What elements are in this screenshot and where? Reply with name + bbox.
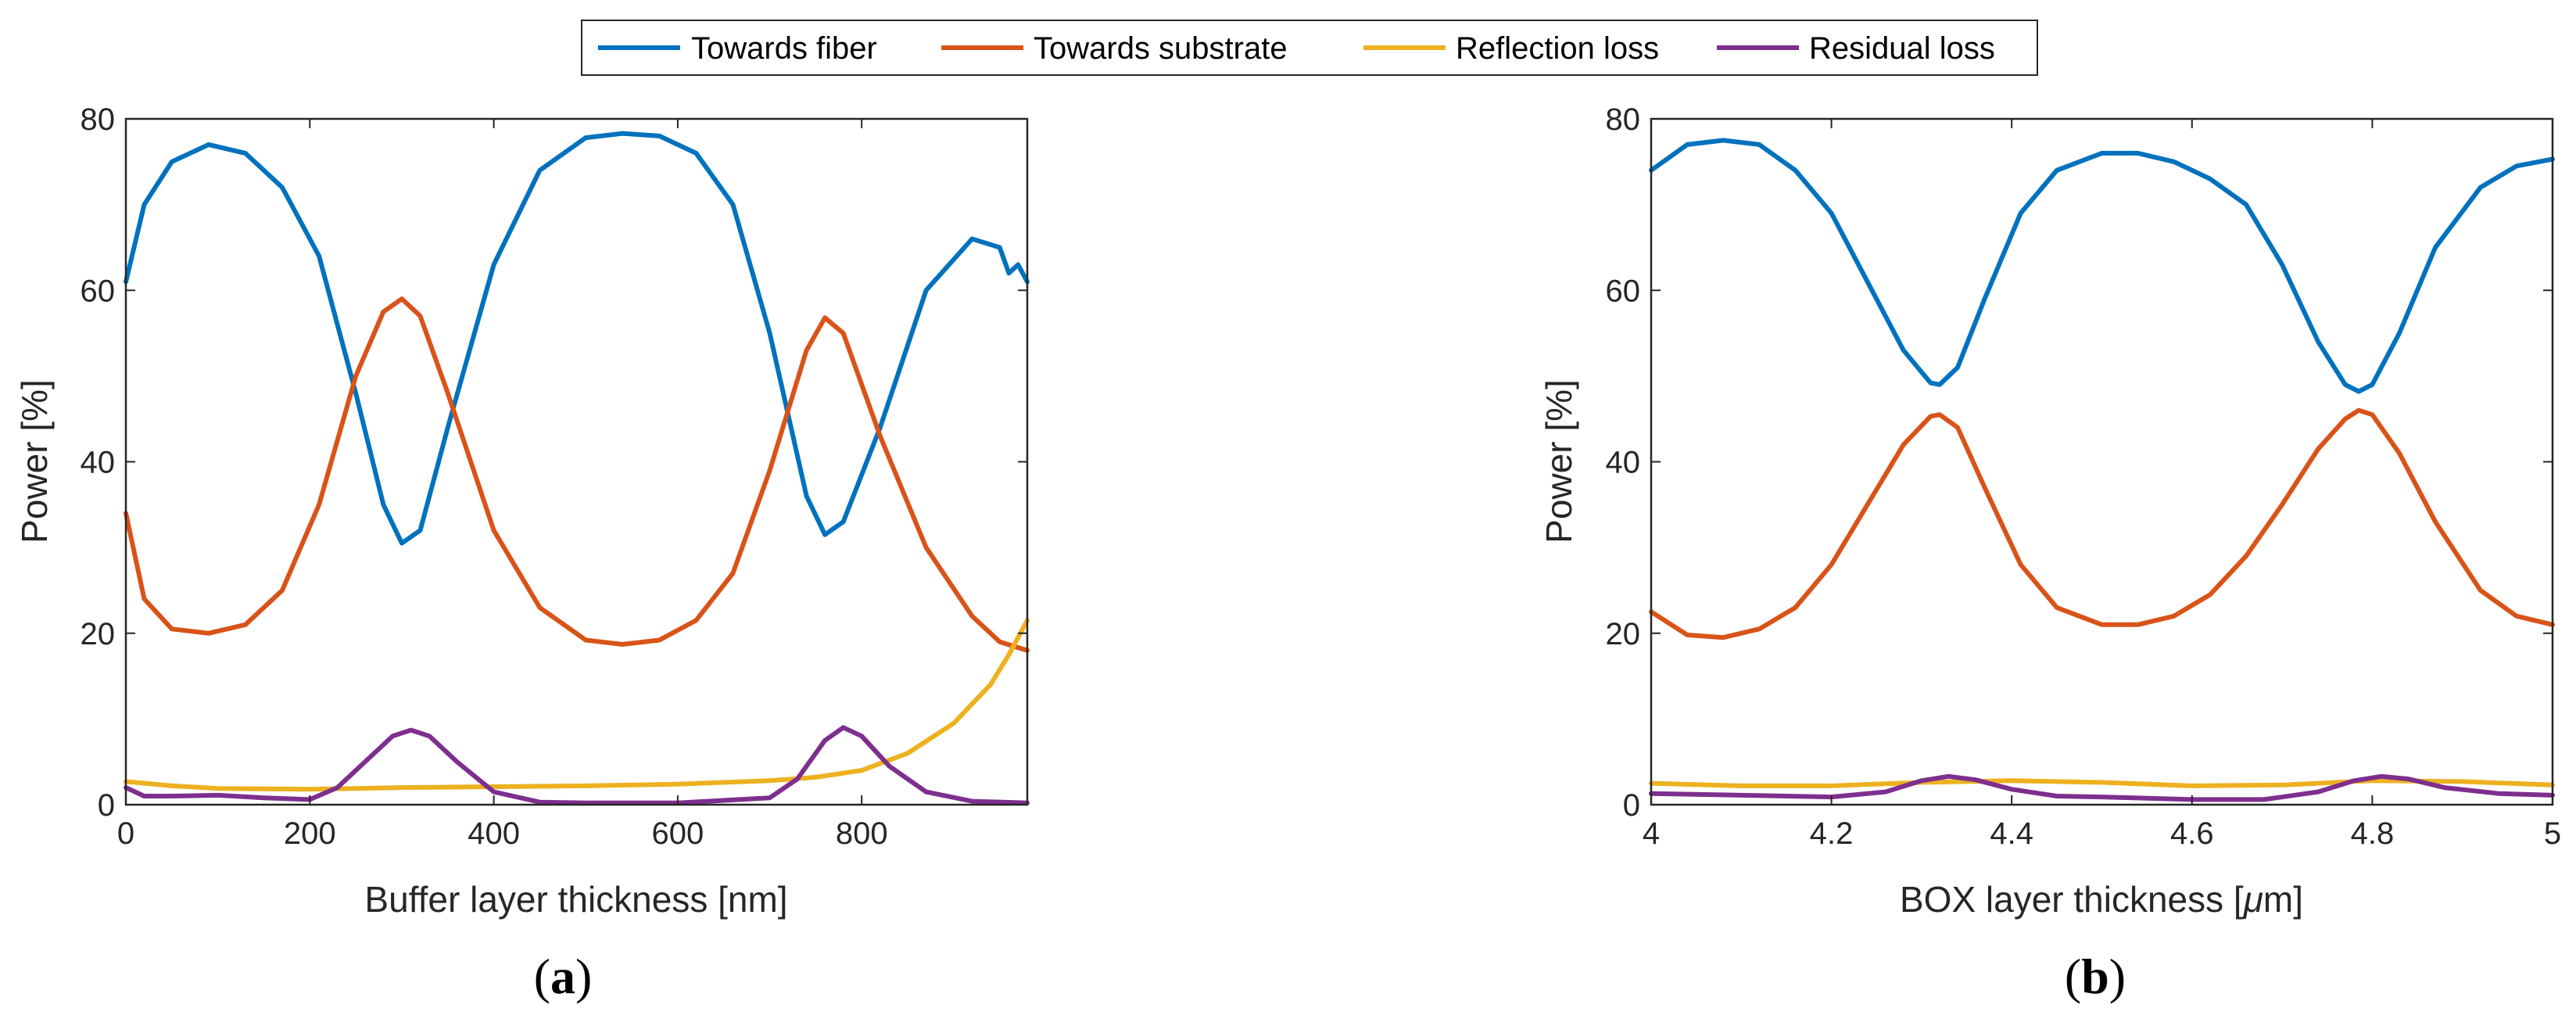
x-tick-label-a: 0 — [117, 816, 134, 851]
x-tick-label-b: 5 — [2544, 816, 2561, 851]
legend-label-towards-substrate: Towards substrate — [1034, 31, 1288, 66]
series-line-a-towards-substrate — [124, 296, 1030, 653]
series-line-b-reflection-loss — [1649, 778, 2555, 788]
x-tick-label-a: 600 — [652, 816, 704, 851]
series-line-a-towards-fiber — [124, 131, 1030, 546]
x-tick-label-a: 200 — [284, 816, 336, 851]
x-axis-label-b: BOX layer thickness [μm] — [1900, 879, 2303, 920]
ticks-b: 4 4.2 4.4 4.6 4.8 5 0 20 40 60 80 — [1606, 102, 2562, 851]
legend: Towards fiber Towards substrate Reflecti… — [581, 20, 2038, 76]
y-tick-label-b: 60 — [1606, 274, 1641, 308]
x-tick-label-b: 4.4 — [1990, 816, 2033, 851]
y-tick-label-a: 20 — [81, 617, 116, 651]
y-tick-label-a: 80 — [81, 102, 116, 137]
series-line-b-towards-substrate — [1649, 407, 2555, 640]
x-tick-label-b: 4.8 — [2351, 816, 2395, 851]
x-axis-label-a: Buffer layer thickness [nm] — [364, 879, 787, 920]
ticks-a: 0 200 400 600 800 0 20 40 60 80 — [81, 102, 1027, 851]
legend-label-reflection-loss: Reflection loss — [1456, 31, 1659, 66]
x-tick-label-b: 4.2 — [1810, 816, 1854, 851]
x-tick-label-b: 4 — [1643, 816, 1660, 851]
x-tick-label-a: 400 — [468, 816, 520, 851]
chart-panel-a: 0 200 400 600 800 0 20 40 60 80 Buffer layer thic… — [14, 102, 1030, 1004]
y-axis-label-b: Power [%] — [1539, 379, 1579, 543]
series-line-a-residual-loss — [124, 725, 1030, 805]
y-axis-label-a: Power [%] — [14, 379, 55, 543]
series-line-b-residual-loss — [1649, 773, 2555, 802]
legend-label-residual-loss: Residual loss — [1809, 31, 1995, 66]
x-tick-label-b: 4.6 — [2170, 816, 2214, 851]
series-line-a-reflection-loss — [124, 618, 1030, 792]
y-tick-label-b: 80 — [1606, 102, 1641, 137]
plot-lines-b — [1649, 138, 2555, 802]
plot-lines-a — [124, 131, 1030, 805]
x-tick-label-a: 800 — [836, 816, 888, 851]
y-tick-label-a: 40 — [81, 446, 116, 480]
y-tick-label-b: 20 — [1606, 617, 1641, 651]
chart-panel-b: 4 4.2 4.4 4.6 4.8 5 0 20 40 60 80 BOX layer thickn… — [1539, 102, 2561, 1004]
panel-label-a: (a) — [534, 949, 593, 1004]
y-tick-label-a: 60 — [81, 274, 116, 308]
y-tick-label-b: 0 — [1623, 788, 1640, 823]
series-line-b-towards-fiber — [1649, 138, 2555, 394]
panel-label-b: (b) — [2065, 949, 2126, 1004]
y-tick-label-a: 0 — [98, 788, 115, 823]
y-tick-label-b: 40 — [1606, 446, 1641, 480]
legend-label-towards-fiber: Towards fiber — [691, 31, 877, 66]
